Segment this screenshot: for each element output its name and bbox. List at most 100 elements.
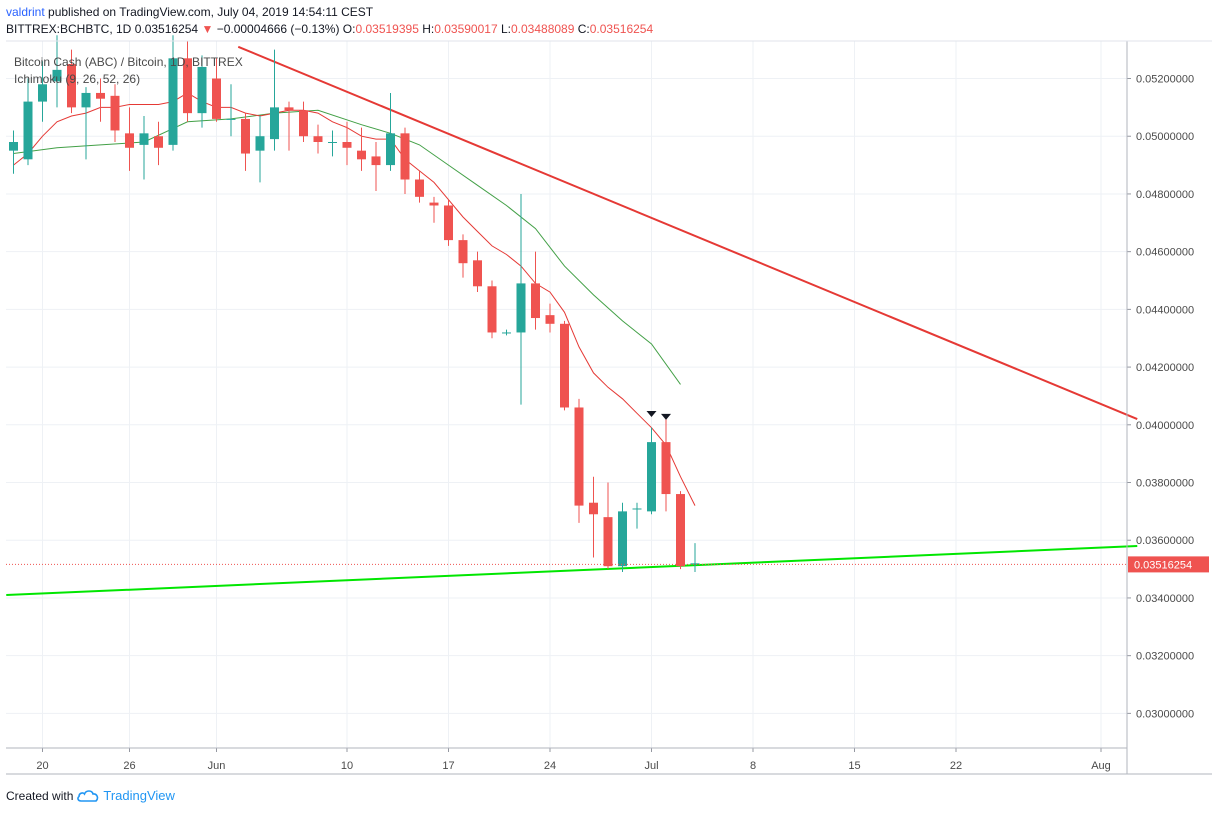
y-tick-label: 0.04400000	[1136, 304, 1194, 316]
candle-body	[473, 260, 482, 287]
last-price-tag	[1128, 556, 1209, 573]
candle	[328, 130, 337, 157]
x-tick-label: 26	[123, 760, 135, 772]
candle	[81, 87, 91, 160]
y-tick-label: 0.03800000	[1136, 478, 1194, 490]
candle	[487, 280, 497, 339]
candle-body	[284, 107, 294, 111]
trend-lines	[6, 45, 1138, 597]
candle-body	[531, 283, 540, 319]
x-tick-label: 15	[848, 760, 860, 772]
candle-body	[603, 517, 613, 567]
low-label: L:	[500, 22, 511, 36]
candle	[545, 303, 555, 333]
high-value: 0.03590017	[434, 22, 498, 36]
support-trend-line	[6, 545, 1138, 597]
y-tick-label: 0.03200000	[1136, 651, 1194, 663]
candle	[357, 127, 366, 171]
y-tick-label: 0.04600000	[1136, 247, 1194, 259]
candle	[415, 170, 424, 203]
candle	[67, 49, 76, 114]
candle	[400, 127, 410, 194]
x-tick-label: Aug	[1091, 760, 1111, 772]
candlesticks	[9, 35, 700, 572]
last-price: 0.03516254	[134, 22, 199, 36]
candle-body	[357, 150, 366, 160]
candle	[516, 193, 526, 405]
chart-legend: Bitcoin Cash (ABC) / Bitcoin, 1D, BITTRE…	[14, 54, 243, 88]
x-tick-label: 22	[950, 760, 962, 772]
candle	[255, 116, 265, 183]
quote-line: BITTREX:BCHBTC, 1D 0.03516254 ▼ −0.00004…	[6, 22, 653, 36]
last-price-line: 0.03516254	[6, 556, 1209, 573]
candle	[125, 107, 134, 171]
candle	[429, 196, 439, 223]
candle	[473, 251, 482, 293]
candle	[212, 58, 221, 122]
candle	[676, 491, 685, 570]
close-value: 0.03516254	[589, 22, 654, 36]
candle-body	[183, 58, 192, 114]
candle	[168, 35, 178, 151]
candle-body	[125, 133, 134, 148]
candle-body	[23, 101, 33, 160]
candle-body	[415, 179, 424, 197]
candle-body	[313, 136, 323, 142]
y-tick-label: 0.05000000	[1136, 131, 1194, 143]
candle-body	[38, 84, 47, 102]
candle-body	[676, 494, 685, 567]
candle-body	[589, 502, 598, 515]
x-tick-label: Jun	[208, 760, 226, 772]
candle-body	[197, 66, 207, 114]
x-tick-label: 10	[341, 760, 353, 772]
down-arrow-icon: ▼	[201, 22, 214, 36]
y-tick-label: 0.04200000	[1136, 362, 1194, 374]
open-label: O:	[342, 22, 356, 36]
candle	[531, 251, 540, 330]
candle-body	[502, 332, 511, 334]
candle	[154, 121, 163, 166]
candle-body	[110, 95, 120, 131]
candle-body	[226, 118, 236, 120]
candle	[313, 124, 323, 154]
chart-axes: 0.03000000 0.03200000 0.03400000 0.03600000…	[6, 40, 1212, 775]
x-tick-label: 24	[544, 760, 556, 772]
author-name[interactable]: valdrint	[6, 5, 45, 19]
candle	[270, 49, 279, 151]
candle-body	[67, 64, 76, 108]
candle	[444, 199, 453, 246]
price-change: −0.00004666 (−0.13%)	[216, 22, 340, 36]
candle-body	[632, 508, 642, 510]
x-tick-label: 17	[442, 760, 454, 772]
candle	[183, 41, 192, 122]
candle-body	[139, 133, 149, 145]
down-triangle-icon	[646, 411, 657, 418]
chart-grid	[6, 41, 1127, 748]
candle	[96, 78, 105, 122]
candle-body	[81, 92, 91, 108]
candle	[9, 130, 18, 174]
created-with-text: Created with	[6, 788, 74, 803]
candle	[647, 427, 656, 515]
candle-body	[96, 92, 105, 99]
indicator-label[interactable]: Ichimoku (9, 26, 52, 26)	[14, 72, 141, 86]
candle-body	[487, 286, 497, 333]
candle	[197, 55, 207, 128]
candle	[502, 329, 511, 336]
candle-body	[386, 133, 395, 166]
close-label: C:	[577, 22, 590, 36]
candle-body	[429, 202, 439, 206]
candle-body	[168, 58, 178, 145]
candle-body	[400, 133, 410, 180]
tradingview-brand[interactable]: TradingView	[103, 788, 175, 803]
tradingview-cloud-icon	[77, 790, 99, 802]
candle-body	[52, 69, 62, 82]
candle-body	[661, 442, 671, 495]
y-tick-label: 0.03400000	[1136, 593, 1194, 605]
x-tick-label: 8	[750, 760, 756, 772]
candle-body	[9, 142, 18, 151]
down-triangle-icon	[661, 413, 671, 420]
candle-body	[560, 323, 569, 408]
candle	[603, 482, 613, 570]
